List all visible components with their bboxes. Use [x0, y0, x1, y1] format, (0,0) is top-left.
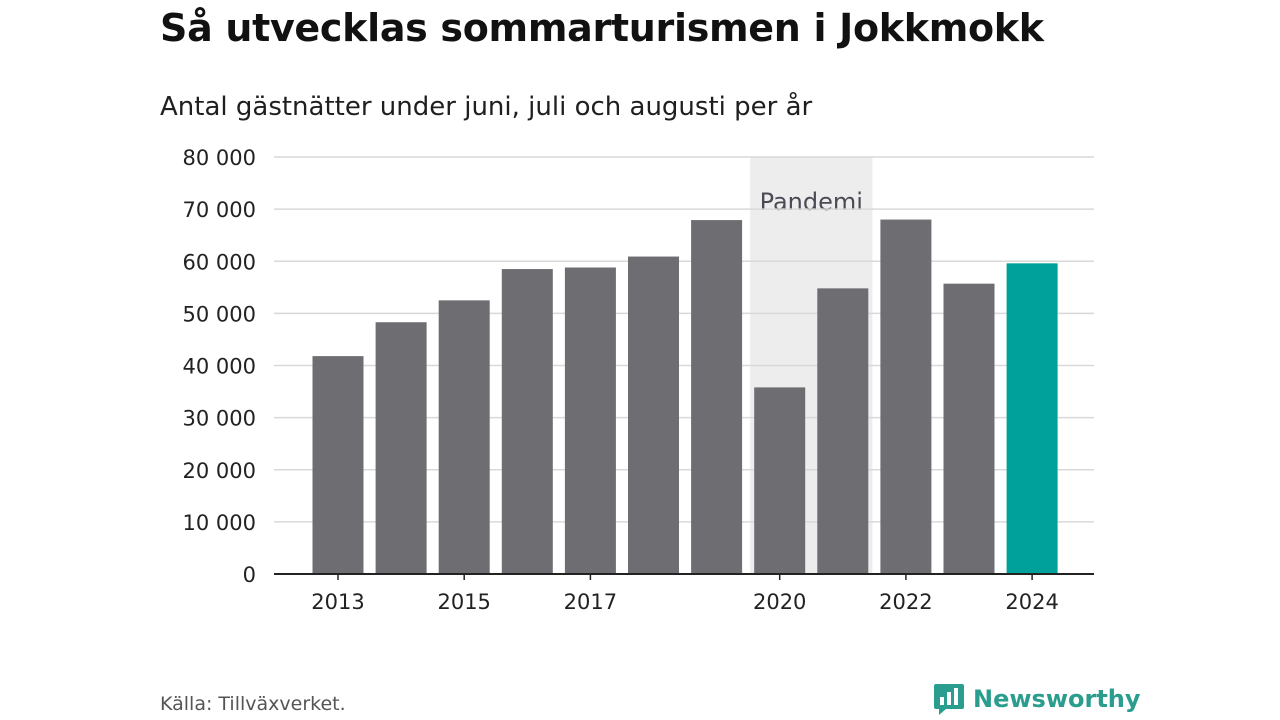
y-tick-label: 50 000	[183, 302, 256, 326]
x-tick-label: 2022	[879, 590, 932, 614]
bar-2022	[880, 219, 932, 575]
y-tick-label: 10 000	[183, 511, 256, 535]
bar-2019	[691, 220, 743, 575]
bar-2014	[375, 322, 427, 574]
chart-subtitle: Antal gästnätter under juni, juli och au…	[160, 92, 813, 122]
y-tick-label: 70 000	[183, 198, 256, 222]
bar-2017	[564, 267, 616, 574]
x-tick-label: 2020	[753, 590, 806, 614]
x-tick-label: 2017	[564, 590, 617, 614]
bar-2024	[1006, 263, 1058, 574]
bar-2023	[943, 283, 995, 574]
chart-title: Så utvecklas sommarturismen i Jokkmokk	[160, 6, 1044, 50]
y-tick-label: 30 000	[183, 407, 256, 431]
x-tick-label: 2013	[311, 590, 364, 614]
newsworthy-logo-icon	[934, 684, 964, 715]
bar-2015	[438, 300, 490, 574]
source-note: Källa: Tillväxverket.	[160, 693, 346, 715]
bar-2013	[312, 356, 364, 574]
bar-2020	[754, 387, 806, 574]
bars	[312, 219, 1058, 575]
y-tick-label: 40 000	[183, 355, 256, 379]
y-tick-label: 80 000	[183, 146, 256, 170]
x-tick-label: 2024	[1005, 590, 1058, 614]
axes: 2013 2015 2017 2020 2022 2024	[274, 573, 1094, 614]
bar-2021	[817, 288, 869, 574]
bar-2018	[628, 256, 679, 574]
brand-name: Newsworthy	[973, 685, 1141, 713]
x-tick-label: 2015	[437, 590, 490, 614]
y-tick-label: 20 000	[183, 459, 256, 483]
y-tick-label: 60 000	[183, 250, 256, 274]
brand-logo: Newsworthy	[933, 682, 1141, 716]
y-tick-label: 0	[243, 563, 256, 587]
annotation-label: Pandemi	[760, 188, 863, 216]
bar-2016	[501, 269, 553, 574]
